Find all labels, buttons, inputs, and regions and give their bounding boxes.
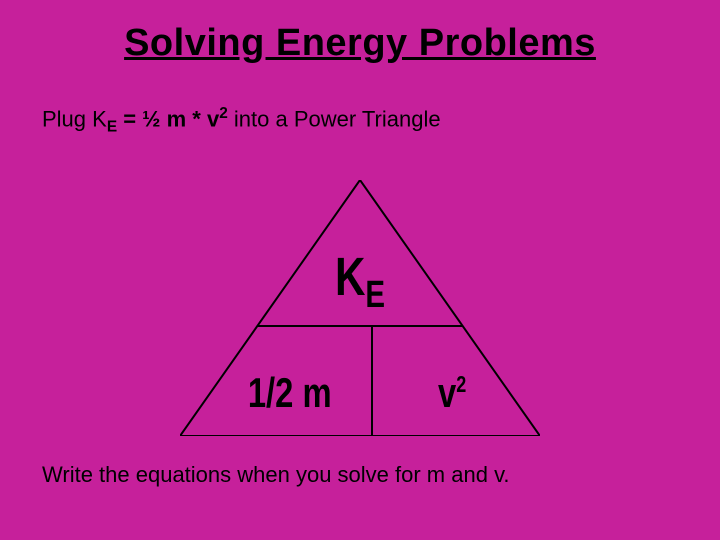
instruction-bottom: Write the equations when you solve for m… [42,462,510,488]
line1-pre: Plug K [42,106,107,131]
triangle-bottom-left-label: 1/2 m [248,372,332,414]
triangle-bottom-right-label: v2 [438,372,466,414]
ke-sub-e: E [365,274,385,316]
line1-formula: = ½ m * v [117,106,219,131]
line1-post: into a Power Triangle [228,106,441,131]
line1-sub-e: E [107,119,117,136]
instruction-top: Plug KE = ½ m * v2 into a Power Triangle [42,105,441,137]
v-sup-2: 2 [456,371,466,397]
page-title: Solving Energy Problems [0,0,720,65]
triangle-top-label: KE [220,250,501,315]
ke-k: K [335,247,365,307]
line1-sup-2: 2 [219,105,228,122]
power-triangle: KE 1/2 m v2 [180,180,540,436]
v-main: v [438,369,456,416]
